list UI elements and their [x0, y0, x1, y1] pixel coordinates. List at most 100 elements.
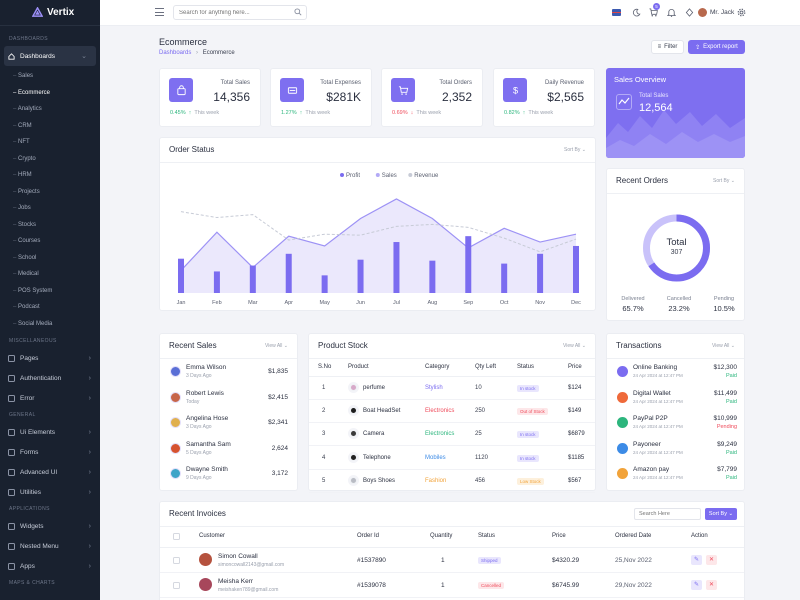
sidebar-item-pos-system[interactable]: POS System [0, 283, 100, 300]
sidebar-item-crm[interactable]: CRM [0, 118, 100, 135]
table-row[interactable]: 3 Camera Electronics 25 In stock $6879 [309, 423, 595, 447]
sidebar-item-hrm[interactable]: HRM [0, 167, 100, 184]
view-all-link[interactable]: View All ⌄ [712, 334, 735, 358]
list-item[interactable]: Emma Wilson 3 Days Ago $1,835 [169, 363, 288, 383]
sidebar-item-forms[interactable]: Forms › [0, 442, 100, 462]
view-all-link[interactable]: View All ⌄ [563, 334, 586, 358]
select-all-checkbox[interactable] [173, 533, 180, 540]
sidebar-item-nft[interactable]: NFT [0, 134, 100, 151]
chart-legend: Profit Sales Revenue [340, 173, 439, 179]
menu-toggle-icon[interactable] [155, 8, 164, 16]
x-tick-oct: Oct [500, 300, 509, 306]
x-tick-sep: Sep [463, 300, 473, 306]
sidebar-item-utilities[interactable]: Utilities › [0, 482, 100, 502]
table-row[interactable]: Simon Cowall simoncowall2143@gmail.com #15… [160, 548, 744, 573]
fullscreen-icon[interactable] [685, 8, 694, 19]
notification-bell-icon[interactable] [666, 8, 677, 19]
chevron-right-icon: › [88, 354, 91, 362]
sidebar-item-dashboards[interactable]: Dashboards ⌄ [4, 46, 96, 66]
sort-by-dropdown[interactable]: Sort By ⌄ [713, 169, 735, 193]
table-row[interactable]: 1 perfume Stylish 10 In stock $124 [309, 377, 595, 400]
table-row[interactable]: 2 Boat HeadSet Electronics 250 Out of Stock $… [309, 400, 595, 424]
recent-invoices-title: Recent Invoices [169, 509, 226, 518]
delete-icon[interactable]: ✕ [706, 580, 717, 590]
transaction-status: Paid [725, 398, 737, 405]
sidebar-item-medical[interactable]: Medical [0, 266, 100, 283]
list-item[interactable]: Dwayne Smith 9 Days Ago 3,172 [169, 465, 288, 485]
edit-icon[interactable]: ✎ [691, 580, 702, 590]
sidebar-item-ecommerce[interactable]: Ecommerce [0, 85, 100, 102]
cart-icon[interactable] [649, 8, 658, 19]
edit-icon[interactable]: ✎ [691, 555, 702, 565]
view-all-link[interactable]: View All ⌄ [265, 334, 288, 358]
sidebar-item-error[interactable]: Error › [0, 388, 100, 408]
avatar[interactable] [698, 8, 707, 17]
sidebar-item-apps[interactable]: Apps › [0, 556, 100, 576]
list-item[interactable]: Robert Lewis Today $2,415 [169, 389, 288, 409]
sidebar-item-projects[interactable]: Projects [0, 184, 100, 201]
sidebar-item-sales[interactable]: Sales [0, 68, 100, 85]
list-item[interactable]: Angelina Hose 3 Days Ago $2,341 [169, 414, 288, 434]
cart-count-badge: 5 [653, 3, 660, 10]
sort-by-dropdown[interactable]: Sort By ⌄ [564, 138, 586, 162]
search-icon[interactable] [294, 8, 302, 18]
sidebar-item-stocks[interactable]: Stocks [0, 217, 100, 234]
sidebar-item-jobs[interactable]: Jobs [0, 200, 100, 217]
sale-time: 3 Days Ago [186, 373, 212, 379]
filter-button[interactable]: ≡ Filter [651, 40, 684, 54]
table-row[interactable]: Meisha Kerr meishaken789@gmail.com #153907… [160, 573, 744, 598]
sidebar-item-crypto[interactable]: Crypto [0, 151, 100, 168]
sidebar-item-label: Widgets [20, 522, 44, 530]
table-row[interactable]: 5 Boys Shoes Fashion 456 Low Stock $567 [309, 470, 595, 493]
invoice-search-input[interactable] [634, 508, 701, 520]
list-item[interactable]: Samantha Sam 5 Days Ago 2,624 [169, 440, 288, 460]
language-flag-icon[interactable] [612, 9, 621, 16]
profit-bar-feb [213, 271, 220, 293]
sidebar-item-school[interactable]: School [0, 250, 100, 267]
list-item[interactable]: Digital Wallet 24 Apr 2024 at 12:47 PM $11… [616, 389, 737, 411]
row-checkbox[interactable] [173, 557, 180, 564]
sidebar-item-social-media[interactable]: Social Media [0, 316, 100, 333]
legend-label-profit: Profit [346, 173, 360, 179]
stat-period: This week [194, 110, 220, 116]
logo[interactable]: Vertix [0, 0, 100, 26]
sort-by-button[interactable]: Sort By ⌄ [705, 508, 737, 520]
list-item[interactable]: Payoneer 24 Apr 2024 at 12:47 PM $9,249 Pai… [616, 440, 737, 462]
transaction-amount: $12,300 [713, 364, 738, 371]
sidebar-item-widgets[interactable]: Widgets › [0, 516, 100, 536]
export-report-button[interactable]: ⇪ Export report [688, 40, 745, 54]
settings-gear-icon[interactable] [737, 8, 746, 19]
search-box[interactable] [173, 5, 307, 20]
sidebar-item-podcast[interactable]: Podcast [0, 299, 100, 316]
transactions-card: Transactions View All ⌄ Online Banking 24… [606, 333, 745, 491]
table-row[interactable]: 4 Telephone Mobiles 1120 In stock $1185 [309, 447, 595, 470]
search-input[interactable] [174, 6, 284, 19]
transaction-name: Online Banking [633, 364, 678, 371]
sidebar-item-authentication[interactable]: Authentication › [0, 368, 100, 388]
status-badge: In stock [517, 431, 539, 439]
donut-value: 307 [670, 249, 683, 256]
legend-marker-sales [375, 173, 380, 177]
dark-mode-moon-icon[interactable] [632, 8, 641, 19]
sidebar-item-analytics[interactable]: Analytics [0, 101, 100, 118]
profit-bar-jan [178, 258, 184, 293]
row-checkbox[interactable] [173, 582, 180, 589]
avatar [170, 391, 181, 403]
sidebar-item-ui-elements[interactable]: Ui Elements › [0, 422, 100, 442]
sidebar-item-courses[interactable]: Courses [0, 233, 100, 250]
profit-bar-apr [285, 253, 292, 293]
list-item[interactable]: Online Banking 24 Apr 2024 at 12:47 PM $12… [616, 363, 737, 385]
column-header: Quantity [430, 533, 453, 539]
sidebar-item-advanced-ui[interactable]: Advanced UI › [0, 462, 100, 482]
list-item[interactable]: Amazon pay 24 Apr 2024 at 12:47 PM $7,799 P… [616, 465, 737, 487]
sidebar-item-nested-menu[interactable]: Nested Menu › [0, 536, 100, 556]
x-tick-mar: Mar [248, 300, 258, 306]
order-stat-value: 23.2% [668, 304, 690, 313]
column-header: Status [478, 533, 496, 539]
user-name[interactable]: Mr. Jack [710, 9, 735, 16]
delete-icon[interactable]: ✕ [706, 555, 717, 565]
chevron-right-icon: › [88, 428, 91, 436]
list-item[interactable]: PayPal P2P 24 Apr 2024 at 12:47 PM $10,999… [616, 414, 737, 436]
sidebar-item-pages[interactable]: Pages › [0, 348, 100, 368]
breadcrumb-root[interactable]: Dashboards [159, 50, 192, 56]
